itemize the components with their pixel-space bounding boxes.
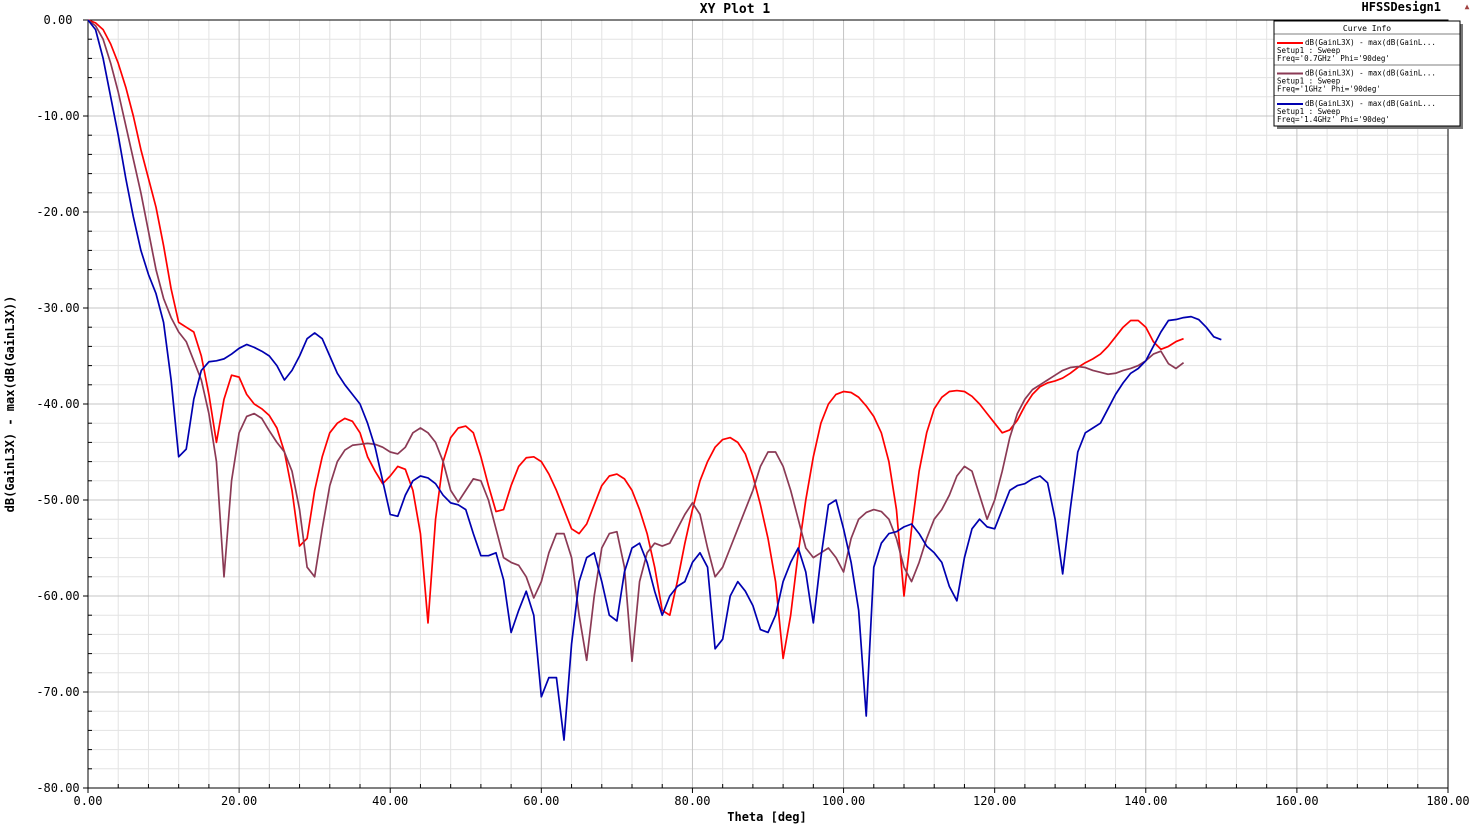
legend-label-expression: dB(GainL3X) - max(dB(GainL... xyxy=(1305,99,1436,108)
x-tick-label: 120.00 xyxy=(973,794,1016,808)
legend-box xyxy=(1273,20,1461,127)
x-tick-label: 40.00 xyxy=(372,794,408,808)
legend-label-expression: dB(GainL3X) - max(dB(GainL... xyxy=(1305,69,1436,78)
y-tick-label: -80.00 xyxy=(36,781,79,795)
series-line-3[interactable] xyxy=(87,19,1222,741)
y-tick-label: -40.00 xyxy=(36,397,79,411)
y-tick-label: 0.00 xyxy=(44,13,73,27)
x-tick-label: 0.00 xyxy=(74,794,103,808)
legend-entry-3[interactable]: dB(GainL3X) - max(dB(GainL...Setup1 : Sw… xyxy=(1277,99,1436,124)
legend-header: Curve Info xyxy=(1343,24,1391,33)
y-tick-label: -70.00 xyxy=(36,685,79,699)
y-axis-title: dB(GainL3X) - max(dB(GainL3X)) xyxy=(3,296,17,513)
legend-label-expression: dB(GainL3X) - max(dB(GainL... xyxy=(1305,38,1436,47)
x-tick-label: 180.00 xyxy=(1426,794,1469,808)
legend-label-params: Freq='1.4GHz' Phi='90deg' xyxy=(1277,115,1390,124)
series-line-1[interactable] xyxy=(87,19,1184,660)
x-tick-label: 160.00 xyxy=(1275,794,1318,808)
x-axis-title: Theta [deg] xyxy=(727,810,806,824)
legend-label-params: Freq='1GHz' Phi='90deg' xyxy=(1277,85,1381,94)
y-tick-label: -20.00 xyxy=(36,205,79,219)
x-tick-label: 60.00 xyxy=(523,794,559,808)
x-tick-label: 80.00 xyxy=(674,794,710,808)
plot-title: XY Plot 1 xyxy=(700,2,771,17)
x-tick-labels: 0.00 20.00 40.00 60.00 80.00 100.00 120.00 140.… xyxy=(74,794,1470,808)
legend-label-setup: Setup1 : Sweep xyxy=(1277,46,1341,55)
legend-entry-2[interactable]: dB(GainL3X) - max(dB(GainL...Setup1 : Sw… xyxy=(1277,69,1436,94)
series-line-2[interactable] xyxy=(87,19,1185,663)
legend[interactable]: Curve Info dB(GainL3X) - max(dB(GainL...… xyxy=(1273,20,1463,129)
legend-entries: dB(GainL3X) - max(dB(GainL...Setup1 : Sw… xyxy=(1274,38,1460,124)
axis-ticks xyxy=(83,19,1449,793)
x-tick-label: 20.00 xyxy=(221,794,257,808)
y-tick-labels: 0.00 -10.00 -20.00 -30.00 -40.00 -50.00 -60.00… xyxy=(36,13,79,795)
y-tick-label: -30.00 xyxy=(36,301,79,315)
legend-entry-1[interactable]: dB(GainL3X) - max(dB(GainL...Setup1 : Sw… xyxy=(1277,38,1436,63)
x-tick-label: 100.00 xyxy=(822,794,865,808)
legend-label-setup: Setup1 : Sweep xyxy=(1277,107,1341,116)
x-tick-label: 140.00 xyxy=(1124,794,1167,808)
y-tick-label: -10.00 xyxy=(36,109,79,123)
design-menu-icon[interactable]: ▲ xyxy=(1465,2,1470,11)
y-tick-label: -60.00 xyxy=(36,589,79,603)
series-layer xyxy=(87,19,1222,741)
design-name: HFSSDesign1 xyxy=(1362,0,1441,14)
legend-label-params: Freq='0.7GHz' Phi='90deg' xyxy=(1277,54,1390,63)
legend-label-setup: Setup1 : Sweep xyxy=(1277,77,1341,86)
y-tick-label: -50.00 xyxy=(36,493,79,507)
